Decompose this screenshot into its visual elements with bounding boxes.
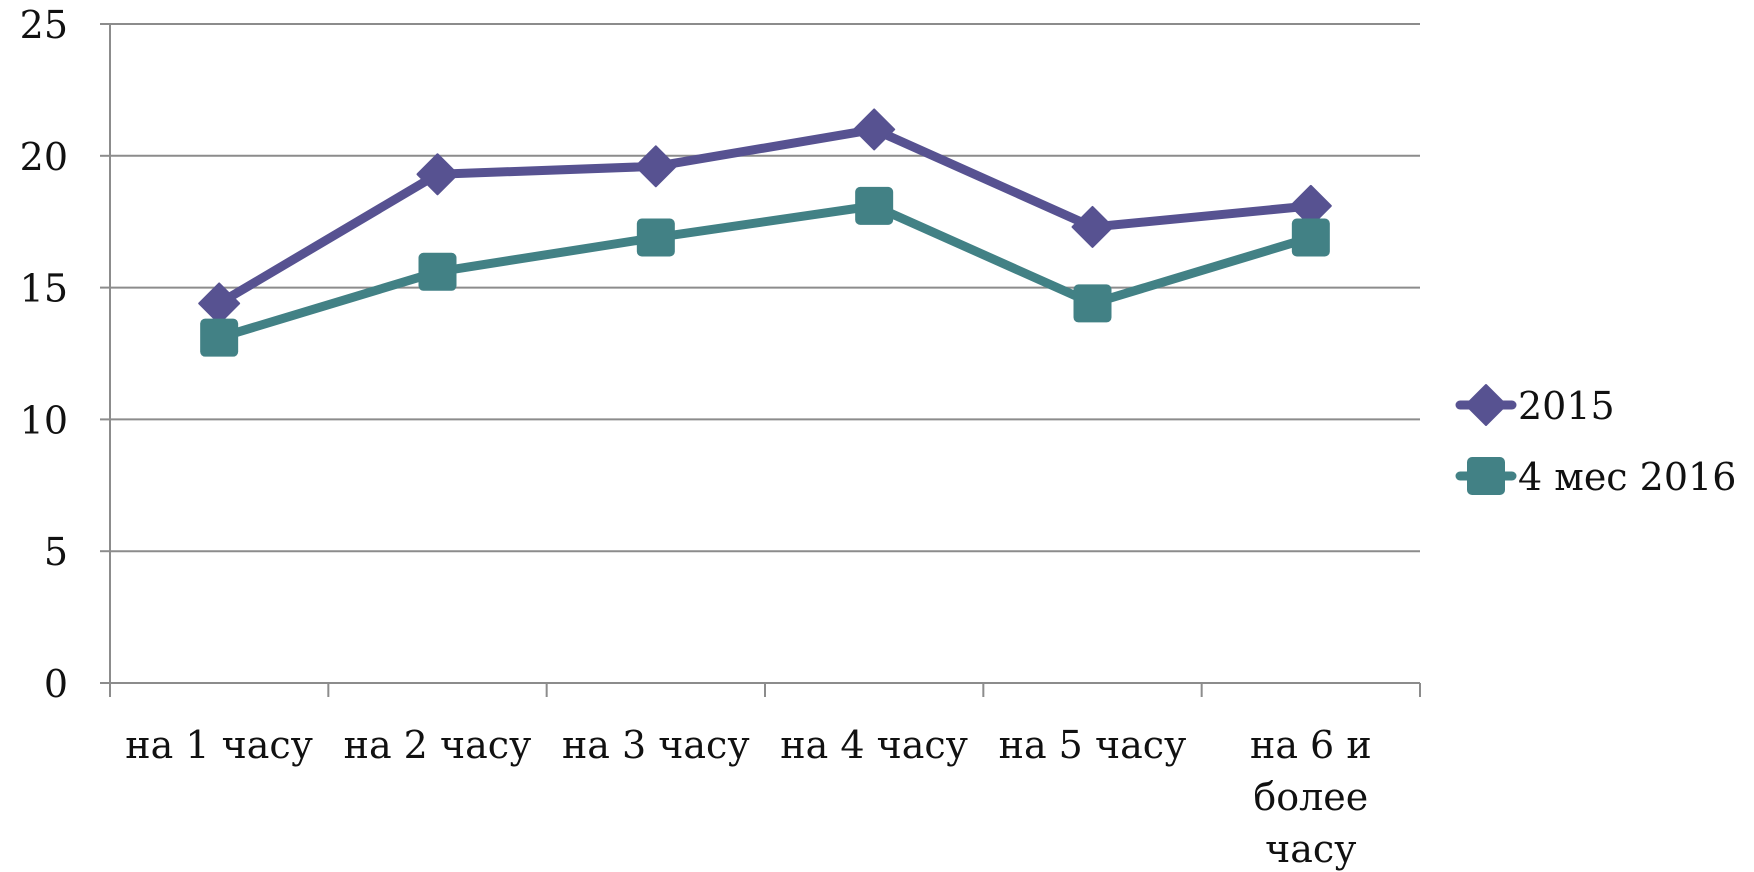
- x-tick-label-line: более: [1253, 775, 1368, 819]
- data-point: [416, 153, 459, 196]
- gridlines: [100, 23, 1420, 684]
- legend-label: 4 мес 2016: [1518, 455, 1736, 499]
- data-point: [1073, 284, 1112, 323]
- x-tick-label-line: на 2 часу: [344, 723, 532, 767]
- series-2: [200, 186, 1330, 357]
- x-tick-label-line: часу: [1265, 827, 1356, 871]
- x-tick-label: на 2 часу: [344, 723, 532, 767]
- data-point: [1291, 218, 1330, 257]
- data-point: [855, 186, 894, 225]
- data-point: [418, 252, 457, 291]
- x-tick-label: на 5 часу: [999, 723, 1187, 767]
- legend-label: 2015: [1518, 384, 1615, 428]
- x-tick-label-line: на 5 часу: [999, 723, 1187, 767]
- legend-marker: [1465, 384, 1507, 426]
- y-tick-label: 5: [44, 530, 68, 574]
- data-point: [1071, 205, 1114, 248]
- y-tick-label: 10: [20, 398, 68, 442]
- y-tick-label: 25: [20, 3, 68, 47]
- y-tick-label: 20: [20, 135, 68, 179]
- x-tick-label-line: на 3 часу: [562, 723, 750, 767]
- legend: 2015 4 мес 2016: [1455, 384, 1736, 499]
- data-point: [634, 145, 677, 188]
- series-1: [198, 108, 1332, 325]
- x-tick-label-line: на 6 и: [1250, 723, 1372, 767]
- legend-item: 4 мес 2016: [1455, 455, 1736, 499]
- y-tick-label: 15: [20, 267, 68, 311]
- data-point: [636, 218, 675, 257]
- legend-item: 2015: [1455, 384, 1615, 428]
- series-line: [214, 124, 1316, 308]
- legend-marker: [1467, 457, 1505, 495]
- y-tick-label: 0: [44, 662, 68, 706]
- data-point: [200, 318, 239, 357]
- x-tick-labels: на 1 часу на 2 часу на 3 часу на 4 часу на 5…: [125, 723, 1371, 871]
- data-point: [198, 282, 241, 325]
- data-point: [853, 108, 896, 151]
- x-tick-label-line: на 4 часу: [780, 723, 968, 767]
- axes: [109, 24, 1420, 684]
- x-tick-label: на 6 и более часу: [1250, 723, 1372, 871]
- series-layer: [198, 108, 1332, 357]
- x-tick-label-line: на 1 часу: [125, 723, 313, 767]
- x-tick-marks: [109, 683, 1421, 697]
- x-tick-label: на 1 часу: [125, 723, 313, 767]
- x-tick-label: на 3 часу: [562, 723, 750, 767]
- x-tick-label: на 4 часу: [780, 723, 968, 767]
- y-tick-labels: 0 5 10 15 20 25: [20, 3, 68, 706]
- series-line: [214, 201, 1316, 343]
